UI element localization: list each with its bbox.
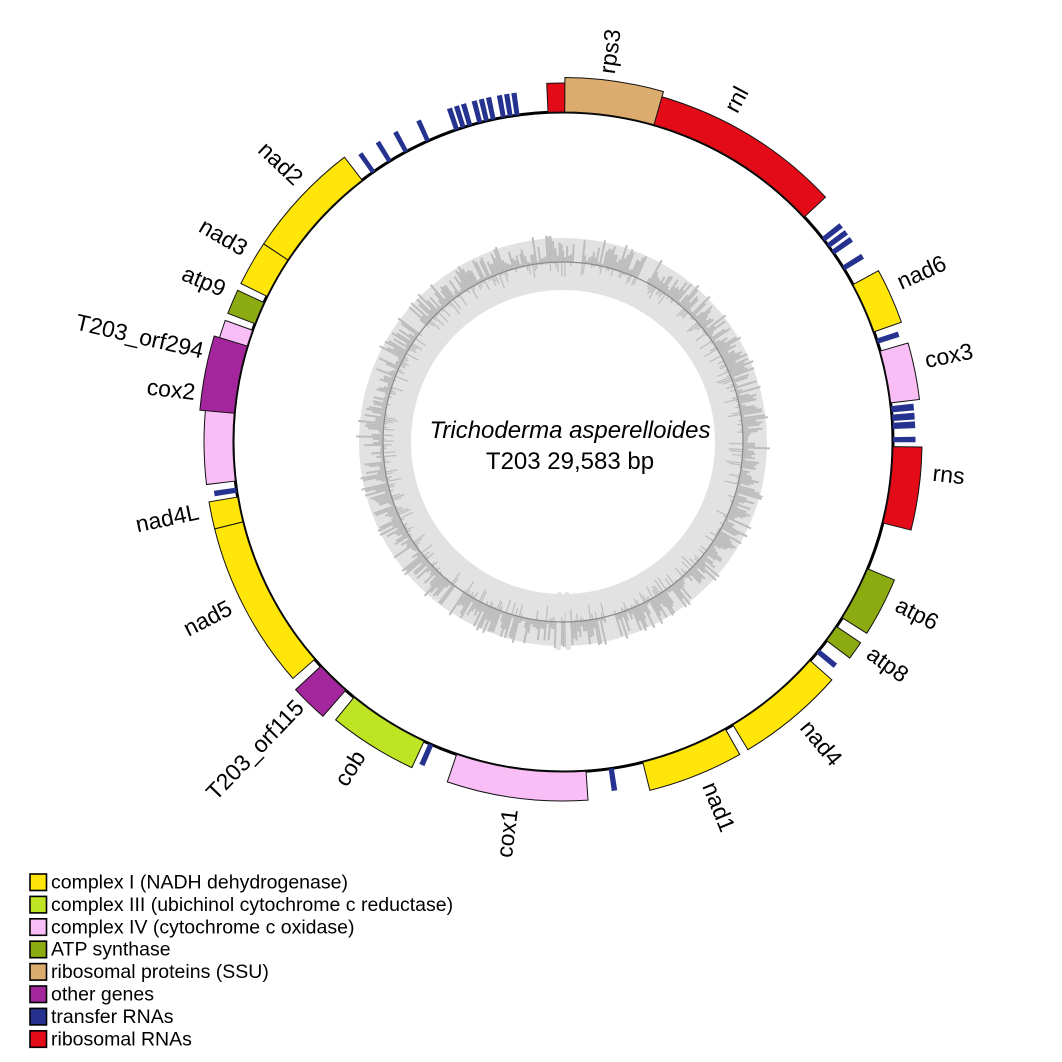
- gene-label-cob: cob: [329, 745, 371, 790]
- legend-swatch: [29, 917, 48, 937]
- legend-label: ribosomal proteins (SSU): [51, 961, 269, 983]
- gene-label-atp6: atp6: [891, 592, 943, 635]
- legend-item-atp_synthase: ATP synthase: [29, 939, 171, 961]
- gene-label-atp9: atp9: [178, 260, 229, 301]
- gene-label-T203_orf115: T203_orf115: [201, 694, 309, 805]
- trna-tick: [891, 403, 915, 413]
- legend-label: complex III (ubichinol cytochrome c redu…: [51, 894, 453, 916]
- trna-tick: [821, 223, 843, 242]
- trna-tick: [485, 96, 496, 120]
- trna-tick: [453, 105, 466, 129]
- legend-swatch: [29, 1007, 48, 1026]
- trna-tick: [816, 649, 838, 668]
- gene-label-atp8: atp8: [862, 640, 914, 687]
- legend-label: complex I (NADH dehydrogenase): [51, 872, 348, 894]
- legend-item-ribosomal_RNAs: ribosomal RNAs: [29, 1028, 192, 1050]
- gene-label-rps3: rps3: [594, 27, 626, 75]
- gene-label-rnl: rnl: [719, 82, 754, 117]
- gene-arc-nad4: [732, 659, 833, 751]
- legend-label: transfer RNAs: [51, 1006, 174, 1028]
- trna-tick: [511, 92, 520, 116]
- trna-tick: [842, 253, 865, 271]
- gene-label-rns: rns: [931, 460, 965, 489]
- gene-arc-cox1: [446, 753, 589, 802]
- gene-label-nad4L: nad4L: [133, 499, 201, 538]
- legend-item-complex_IV: complex IV (cytochrome c oxidase): [29, 916, 354, 938]
- trna-tick: [460, 103, 473, 127]
- trna-tick: [608, 768, 618, 792]
- gene-label-nad1: nad1: [697, 778, 740, 835]
- legend-swatch: [29, 940, 48, 959]
- gene-arc-cob: [334, 696, 425, 769]
- gene-label-nad4: nad4: [795, 715, 848, 771]
- gene-arc-T203_orf294: [199, 335, 248, 414]
- gene-arc-atp6: [841, 568, 896, 634]
- gene-arc-atp8: [825, 625, 862, 659]
- trna-tick: [892, 421, 916, 430]
- trna-tick: [876, 331, 900, 344]
- gene-label-nad3: nad3: [195, 213, 252, 261]
- gene-arc-nad2: [262, 156, 363, 261]
- gene-label-cox3: cox3: [922, 338, 975, 373]
- gene-label-nad2: nad2: [253, 136, 308, 190]
- legend-label: ATP synthase: [51, 939, 171, 961]
- trna-tick: [358, 152, 376, 174]
- trna-tick: [826, 230, 848, 248]
- organism-name: Trichoderma asperelloides: [429, 417, 710, 444]
- trna-tick: [504, 93, 513, 117]
- legend: complex I (NADH dehydrogenase)complex II…: [29, 872, 453, 1050]
- legend-item-other_genes: other genes: [29, 984, 154, 1006]
- gene-arc-nad4L: [208, 496, 244, 530]
- trna-tick: [213, 487, 237, 497]
- trna-tick: [416, 119, 430, 142]
- gene-arc-rns: [882, 446, 923, 531]
- gene-label-nad6: nad6: [893, 250, 950, 295]
- legend-swatch: [29, 985, 48, 1004]
- trna-tick: [375, 140, 392, 163]
- gene-arcs: [199, 76, 923, 802]
- trna-tick: [393, 130, 409, 153]
- legend-item-transfer_RNAs: transfer RNAs: [29, 1006, 174, 1028]
- legend-swatch: [29, 1030, 48, 1049]
- gene-arc-rps3: [564, 76, 665, 126]
- legend-item-complex_I: complex I (NADH dehydrogenase): [29, 872, 348, 894]
- trna-tick: [478, 98, 489, 122]
- gc-content-ring: [356, 235, 770, 650]
- gene-arc-nad5: [214, 521, 316, 680]
- trna-tick: [419, 743, 434, 767]
- legend-swatch: [29, 873, 48, 892]
- gene-arc-T203_orf115: [294, 665, 347, 717]
- trna-tick: [892, 436, 916, 443]
- gene-arc-cox3: [879, 342, 921, 404]
- gene-label-cox2: cox2: [146, 374, 197, 405]
- trna-ticks: [213, 92, 916, 792]
- trna-tick: [446, 107, 459, 131]
- legend-item-complex_III: complex III (ubichinol cytochrome c redu…: [29, 894, 453, 916]
- trna-tick: [496, 94, 506, 118]
- gene-label-cox1: cox1: [491, 808, 523, 859]
- gene-arc-nad6: [852, 270, 903, 333]
- legend-swatch: [29, 895, 48, 914]
- trna-tick: [831, 237, 853, 255]
- legend-item-ribosomal_proteins: ribosomal proteins (SSU): [29, 961, 269, 983]
- legend-label: other genes: [51, 984, 154, 1006]
- gene-label-T203_orf294: T203_orf294: [73, 309, 206, 364]
- trna-tick: [471, 100, 483, 124]
- gene-label-nad5: nad5: [179, 595, 236, 642]
- trna-tick: [891, 412, 915, 421]
- legend-label: ribosomal RNAs: [51, 1028, 192, 1050]
- gene-arc-nad1: [642, 728, 741, 791]
- genome-size: T203 29,583 bp: [486, 448, 654, 475]
- legend-label: complex IV (cytochrome c oxidase): [51, 916, 354, 938]
- legend-swatch: [29, 962, 48, 981]
- gene-arc-atp9: [227, 289, 265, 325]
